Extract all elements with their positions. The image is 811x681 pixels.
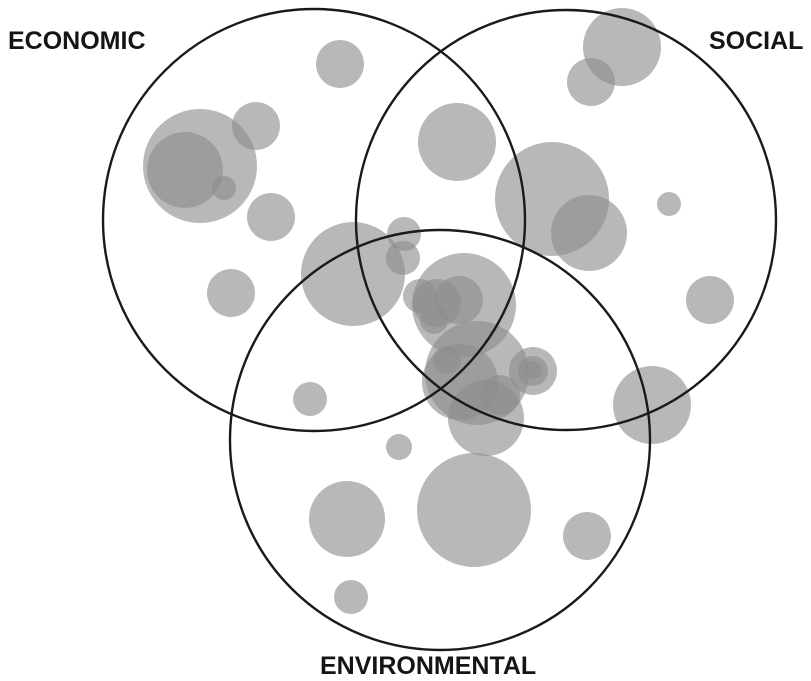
bubble-13 (551, 195, 627, 271)
bubble-15 (686, 276, 734, 324)
bubble-11 (418, 103, 496, 181)
bubble-5 (212, 176, 236, 200)
bubble-10 (386, 241, 420, 275)
bubble-17 (583, 8, 661, 86)
bubble-4 (232, 102, 280, 150)
bubble-28 (524, 361, 542, 379)
bubble-6 (247, 193, 295, 241)
bubble-32 (417, 453, 531, 567)
bubble-31 (613, 366, 691, 444)
environmental-label: ENVIRONMENTAL (320, 652, 536, 680)
bubble-29 (293, 382, 327, 416)
bubble-37 (433, 346, 461, 374)
bubble-36 (480, 375, 520, 415)
bubble-1 (316, 40, 364, 88)
bubble-34 (563, 512, 611, 560)
bubble-30 (386, 434, 412, 460)
bubble-cluster (143, 8, 734, 614)
bubble-33 (309, 481, 385, 557)
bubble-35 (334, 580, 368, 614)
bubble-14 (657, 192, 681, 216)
bubble-3 (147, 132, 223, 208)
bubble-7 (207, 269, 255, 317)
economic-label: ECONOMIC (8, 27, 146, 55)
bubble-22 (420, 306, 448, 334)
social-label: SOCIAL (709, 27, 803, 55)
